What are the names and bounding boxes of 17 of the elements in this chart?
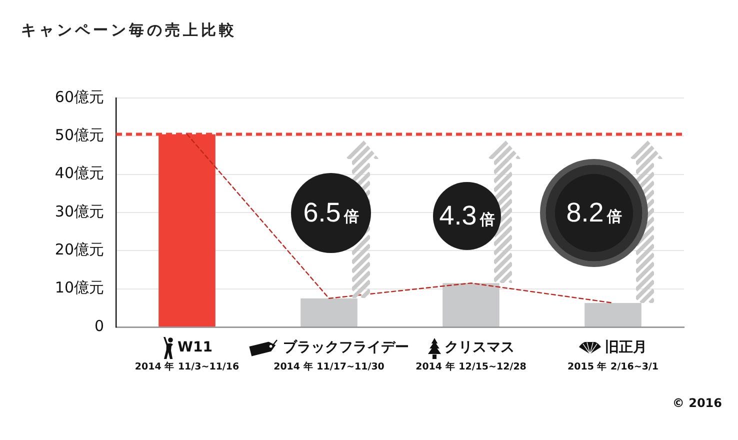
bar [300,298,358,326]
y-tick-label: 10億元 [54,278,104,297]
x-tick-label: W11 2014 年 11/3~11/16 [134,340,240,372]
annotation: 6.5倍 [303,197,359,228]
y-tick-label: 60億元 [54,88,104,106]
x-tick-label: 旧正月 2015 年 2/16~3/1 [567,340,659,372]
y-tick-label: 40億元 [54,164,104,182]
text: © 2016 [672,396,722,410]
chart-title: キャンペーン毎の売上比較 [21,21,237,40]
x-tick-label: クリスマス 2014 年 12/15~12/28 [416,340,527,372]
bar [584,302,642,326]
bar [442,283,500,326]
y-tick-label: 20億元 [54,240,104,259]
y-tick-label: 50億元 [54,126,104,144]
y-tick-label: 0 [94,316,104,335]
x-tick-label: ブラックフライデー 2014 年 11/17~11/30 [274,338,409,372]
y-tick-label: 30億元 [54,202,104,220]
